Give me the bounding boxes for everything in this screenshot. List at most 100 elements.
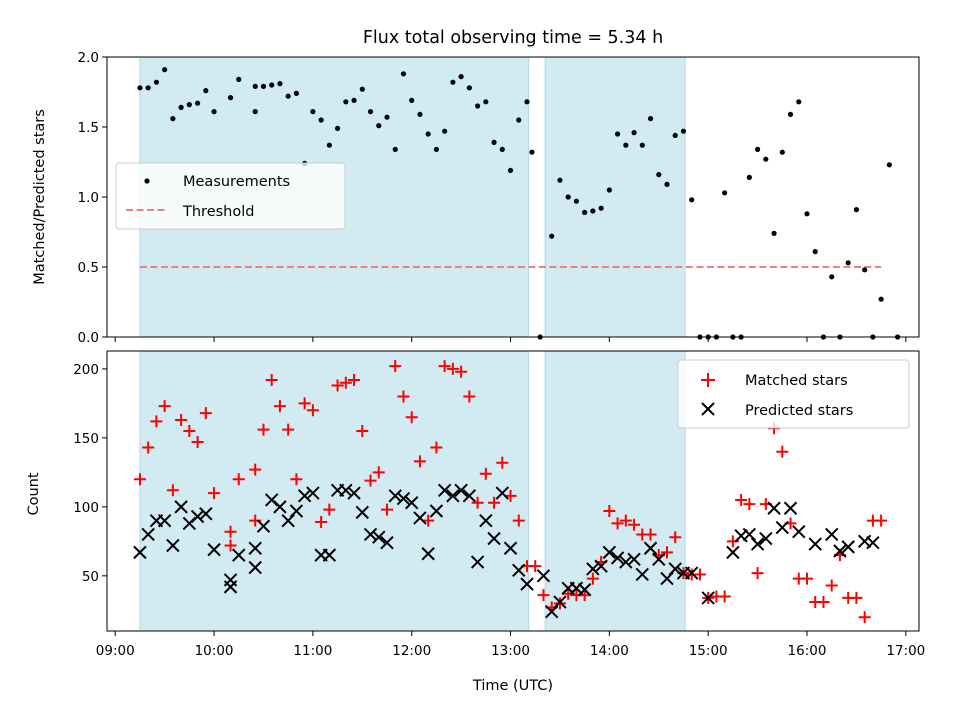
measurement-point — [186, 102, 192, 108]
measurement-point — [343, 99, 349, 105]
measurement-point — [754, 146, 761, 152]
matched-star-point — [413, 455, 426, 468]
matched-star-point — [158, 400, 171, 413]
measurement-point — [590, 208, 596, 214]
matched-star-point — [405, 411, 418, 424]
predicted-star-point — [627, 552, 641, 566]
matched-star-point — [397, 390, 410, 403]
measurement-point — [557, 177, 563, 183]
matched-star-point — [249, 463, 262, 476]
measurement-point — [771, 230, 777, 236]
predicted-star-point — [503, 541, 518, 555]
matched-star-point — [743, 498, 756, 511]
matched-star-point — [265, 373, 278, 386]
matched-star-point — [488, 496, 501, 509]
measurement-point — [376, 123, 382, 129]
predicted-star-point — [701, 591, 715, 605]
matched-star-point — [150, 415, 163, 428]
matched-star-point — [455, 365, 468, 378]
measurement-point — [524, 99, 530, 105]
measurement-point — [491, 139, 497, 145]
measurement-point — [499, 146, 505, 152]
predicted-star-point — [355, 505, 370, 520]
measurement-point — [334, 125, 341, 131]
measurement-point — [804, 211, 810, 217]
predicted-star-point — [619, 555, 633, 569]
predicted-star-point — [454, 483, 468, 498]
measurement-point — [598, 205, 604, 211]
predicted-star-point — [421, 547, 435, 561]
top-legend: Measurements Threshold — [115, 162, 346, 230]
measurement-point — [450, 79, 456, 85]
measurement-point — [260, 83, 267, 89]
matched-star-point — [224, 525, 237, 538]
y-tick-label: 0.5 — [78, 260, 99, 276]
measurement-point — [277, 81, 283, 87]
legend-measurements-marker — [144, 178, 150, 184]
predicted-star-point — [833, 544, 847, 558]
matched-star-point — [875, 514, 888, 527]
predicted-star-point — [808, 537, 822, 551]
matched-star-point — [306, 404, 319, 417]
measurement-point — [409, 97, 415, 103]
matched-star-point — [504, 489, 517, 502]
predicted-star-point — [767, 501, 781, 515]
top-plot-data — [137, 67, 901, 340]
matched-star-point — [298, 397, 311, 410]
measurement-point — [623, 142, 629, 148]
predicted-star-point — [199, 507, 213, 521]
measurement-point — [474, 103, 481, 109]
legend-measurements-label: Measurements — [183, 174, 290, 190]
predicted-star-point — [553, 595, 567, 609]
x-tick-label: 13:00 — [491, 643, 530, 659]
predicted-star-point — [281, 513, 295, 528]
x-tick-label: 14:00 — [590, 643, 629, 659]
bottom-y-axis-label: Count — [26, 472, 42, 515]
matched-star-point — [232, 473, 245, 486]
x-tick-label: 11:00 — [293, 643, 332, 659]
measurement-point — [886, 162, 892, 168]
predicted-star-point — [380, 536, 394, 550]
legend-predicted-marker — [701, 402, 715, 416]
matched-star-point — [323, 503, 336, 516]
predicted-star-point — [157, 513, 172, 528]
predicted-star-point — [750, 537, 765, 551]
predicted-star-point — [602, 545, 617, 560]
predicted-star-point — [372, 530, 386, 544]
matched-star-point — [693, 568, 706, 581]
bottom-legend: Matched stars Predicted stars — [677, 359, 910, 429]
measurement-point — [516, 117, 522, 123]
measurement-point — [689, 197, 695, 203]
matched-star-point — [858, 611, 871, 624]
measurement-point — [392, 146, 398, 152]
measurement-point — [862, 267, 868, 273]
x-tick-label: 17:00 — [886, 643, 925, 659]
predicted-star-point — [594, 559, 608, 573]
predicted-star-point — [824, 527, 839, 542]
measurement-point — [137, 85, 143, 91]
top-axes-frame — [106, 56, 920, 338]
matched-star-point — [479, 467, 492, 480]
measurement-point — [384, 114, 390, 120]
measurement-point — [647, 116, 654, 122]
predicted-star-point — [660, 571, 674, 586]
measurement-point — [359, 86, 365, 92]
matched-star-point — [801, 572, 813, 585]
legend-predicted-label: Predicted stars — [745, 403, 853, 419]
matched-star-point — [166, 484, 179, 497]
matched-star-point — [496, 456, 509, 469]
predicted-star-point — [643, 541, 658, 555]
top-legend-box — [115, 162, 346, 230]
matched-star-point — [389, 360, 402, 373]
predicted-star-point — [635, 567, 650, 582]
y-tick-label: 100 — [73, 500, 99, 516]
predicted-star-point — [207, 542, 221, 557]
predicted-star-point — [586, 562, 600, 576]
predicted-star-point — [190, 509, 205, 524]
measurement-point — [763, 156, 769, 162]
measurement-point — [573, 198, 580, 204]
measurement-point — [631, 130, 637, 136]
predicted-star-point — [273, 500, 287, 514]
matched-star-point — [175, 413, 188, 426]
measurement-point — [417, 111, 423, 117]
